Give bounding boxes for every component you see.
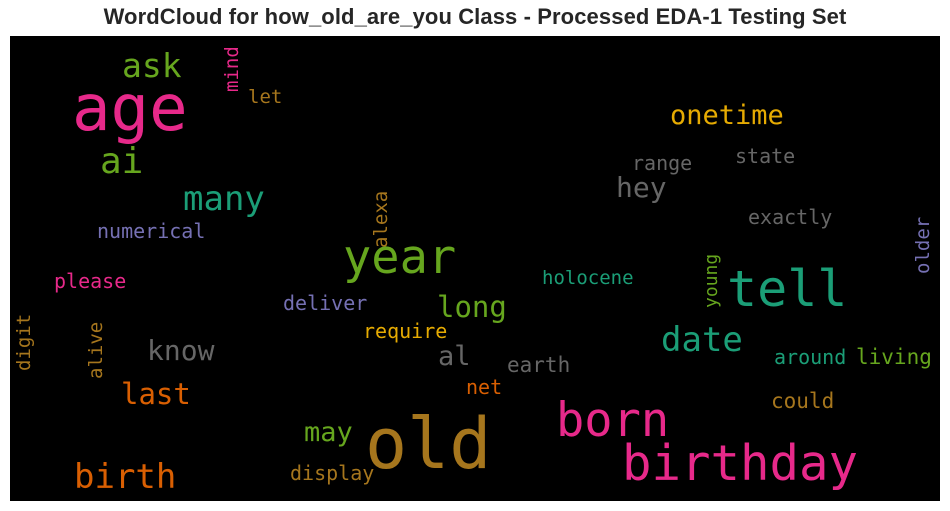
word-many: many [183, 179, 265, 219]
word-date: date [661, 320, 743, 360]
word-hey: hey [616, 171, 667, 204]
word-display: display [290, 461, 374, 485]
word-deliver: deliver [283, 291, 367, 315]
word-exactly: exactly [748, 205, 832, 229]
word-birthday: birthday [622, 435, 858, 492]
word-tell: tell [727, 260, 847, 318]
word-may: may [304, 417, 353, 448]
word-living: living [856, 345, 932, 369]
word-net: net [466, 375, 502, 399]
chart-title: WordCloud for how_old_are_you Class - Pr… [103, 4, 847, 29]
word-young: young [701, 254, 722, 308]
word-al: al [438, 341, 471, 372]
word-numerical: numerical [97, 219, 205, 243]
word-old: old [365, 403, 491, 485]
word-mind: mind [221, 46, 243, 92]
wordcloud-canvas: age ask mind let ai onetime range state many hey e… [10, 36, 940, 501]
word-let: let [248, 86, 282, 108]
word-earth: earth [507, 353, 570, 377]
word-year: year [343, 230, 456, 285]
word-ai: ai [100, 141, 143, 182]
word-older: older [912, 217, 934, 274]
word-know: know [147, 334, 215, 367]
word-around: around [774, 345, 846, 369]
word-last: last [121, 377, 191, 411]
word-ask: ask [122, 46, 182, 85]
word-long: long [437, 290, 507, 324]
word-alive: alive [85, 322, 107, 379]
word-range: range [632, 151, 692, 175]
word-could: could [771, 389, 834, 413]
word-birth: birth [74, 457, 176, 497]
word-age: age [72, 72, 188, 146]
word-require: require [363, 319, 447, 343]
word-digit: digit [13, 314, 35, 371]
word-onetime: onetime [670, 100, 784, 131]
word-holocene: holocene [542, 267, 634, 289]
word-alexa: alexa [370, 191, 392, 248]
word-please: please [54, 269, 126, 293]
word-born: born [556, 393, 669, 448]
word-state: state [735, 144, 795, 168]
